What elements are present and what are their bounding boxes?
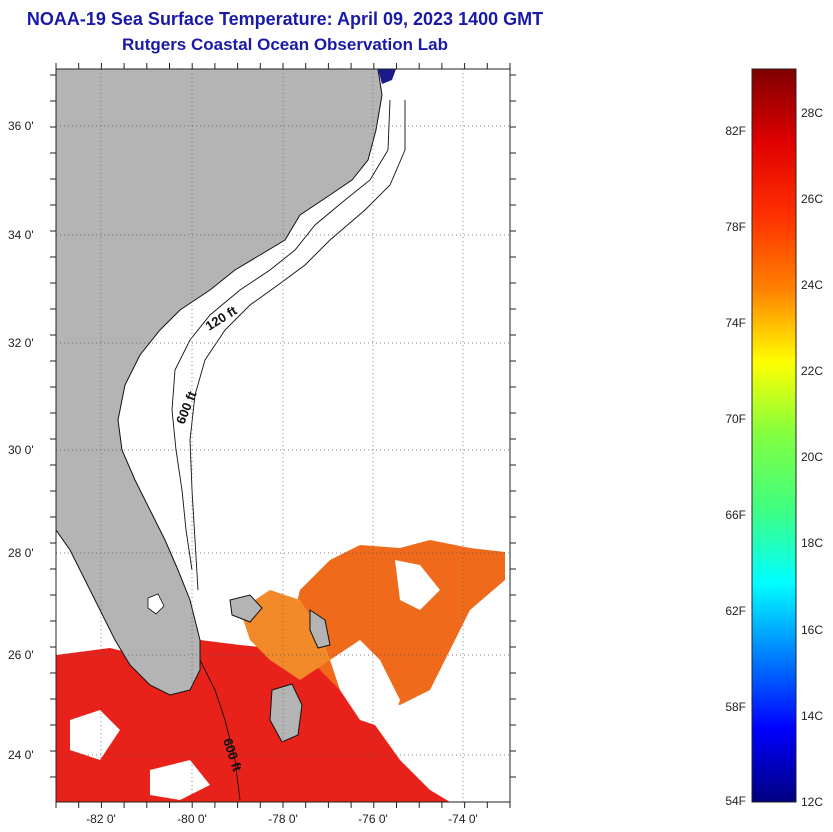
lat-label: 36 0' bbox=[8, 119, 34, 133]
colorbar-f-label: 62F bbox=[725, 604, 746, 618]
colorbar-c-label: 24C bbox=[801, 278, 823, 292]
abaco-island bbox=[309, 609, 331, 649]
lon-label: -74 0' bbox=[448, 812, 478, 826]
colorbar-f-label: 54F bbox=[725, 794, 746, 808]
cloud-gap bbox=[330, 640, 400, 730]
chesapeake-dark-patch bbox=[378, 69, 396, 84]
frame-ticks bbox=[50, 63, 516, 808]
andros-island bbox=[269, 683, 303, 743]
colorbar-c-label: 16C bbox=[801, 623, 823, 637]
colorbar-c-label: 26C bbox=[801, 192, 823, 206]
cloud-gap bbox=[395, 560, 440, 610]
lat-label: 28 0' bbox=[8, 546, 34, 560]
map-title: NOAA-19 Sea Surface Temperature: April 0… bbox=[26, 9, 544, 29]
lat-label: 32 0' bbox=[8, 336, 34, 350]
contour-120ft bbox=[171, 99, 391, 571]
colorbar-f-label: 78F bbox=[725, 220, 746, 234]
cloud-gap bbox=[70, 710, 120, 760]
lake-okeechobee bbox=[147, 593, 165, 615]
bahamas-island bbox=[229, 594, 263, 623]
colorbar-f-label: 82F bbox=[725, 124, 746, 138]
lon-label: -82 0' bbox=[86, 812, 116, 826]
colorbar-f-label: 66F bbox=[725, 508, 746, 522]
lon-label: -78 0' bbox=[268, 812, 298, 826]
colorbar-c-label: 20C bbox=[801, 450, 823, 464]
colorbar-c-label: 18C bbox=[801, 536, 823, 550]
lat-label: 24 0' bbox=[8, 748, 34, 762]
sst-colorbar bbox=[751, 68, 797, 803]
lon-label: -76 0' bbox=[358, 812, 388, 826]
contour-600ft-south bbox=[199, 659, 241, 801]
colorbar-f-label: 74F bbox=[725, 316, 746, 330]
cloud-gap bbox=[150, 760, 210, 800]
lat-label: 26 0' bbox=[8, 648, 34, 662]
sst-mid-patch bbox=[240, 590, 330, 680]
colorbar-c-label: 28C bbox=[801, 106, 823, 120]
colorbar-f-label: 70F bbox=[725, 412, 746, 426]
lon-label: -80 0' bbox=[177, 812, 207, 826]
lat-label: 30 0' bbox=[8, 443, 34, 457]
lat-label: 34 0' bbox=[8, 228, 34, 242]
us-landmass bbox=[56, 69, 383, 696]
colorbar-c-label: 14C bbox=[801, 709, 823, 723]
colorbar-c-label: 22C bbox=[801, 364, 823, 378]
map-subtitle: Rutgers Coastal Ocean Observation Lab bbox=[122, 35, 448, 54]
colorbar-c-label: 12C bbox=[801, 795, 823, 809]
contour-600ft bbox=[189, 100, 406, 591]
colorbar-f-label: 58F bbox=[725, 700, 746, 714]
